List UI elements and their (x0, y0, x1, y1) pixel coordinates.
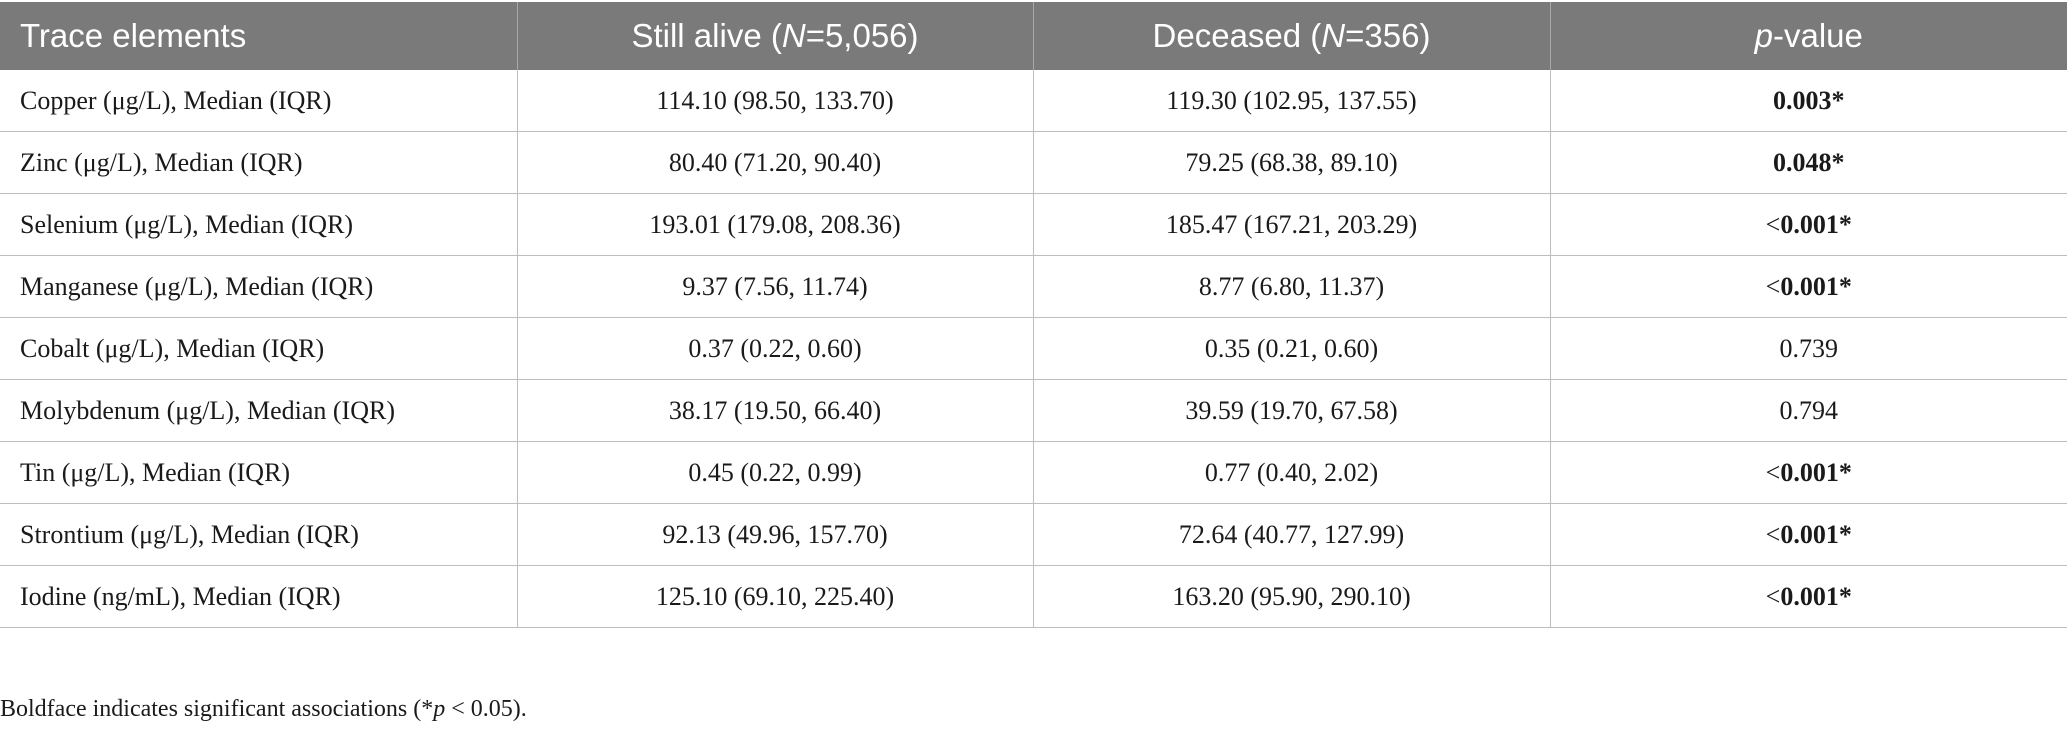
still-alive-cell: 0.37 (0.22, 0.60) (517, 317, 1034, 380)
table-row: Iodine (ng/mL), Median (IQR) 125.10 (69.… (0, 565, 2067, 628)
table-row: Selenium (μg/L), Median (IQR) 193.01 (17… (0, 193, 2067, 256)
deceased-cell: 163.20 (95.90, 290.10) (1033, 565, 1551, 628)
table-row: Cobalt (μg/L), Median (IQR) 0.37 (0.22, … (0, 317, 2067, 380)
p-value-cell: 0.794 (1550, 379, 2067, 442)
element-cell: Tin (μg/L), Median (IQR) (0, 441, 518, 504)
still-alive-cell: 9.37 (7.56, 11.74) (517, 255, 1034, 318)
p-value-cell: <0.001* (1550, 503, 2067, 566)
element-cell: Copper (μg/L), Median (IQR) (0, 70, 518, 132)
table-row: Zinc (μg/L), Median (IQR) 80.40 (71.20, … (0, 131, 2067, 194)
header-p-value: p-value (1550, 2, 2067, 70)
deceased-cell: 185.47 (167.21, 203.29) (1033, 193, 1551, 256)
p-value-cell: <0.001* (1550, 565, 2067, 628)
still-alive-cell: 125.10 (69.10, 225.40) (517, 565, 1034, 628)
p-value-cell: <0.001* (1550, 255, 2067, 318)
still-alive-cell: 80.40 (71.20, 90.40) (517, 131, 1034, 194)
element-cell: Iodine (ng/mL), Median (IQR) (0, 565, 518, 628)
still-alive-cell: 193.01 (179.08, 208.36) (517, 193, 1034, 256)
header-deceased: Deceased (N=356) (1033, 2, 1551, 70)
header-trace-elements: Trace elements (0, 2, 518, 70)
element-cell: Zinc (μg/L), Median (IQR) (0, 131, 518, 194)
deceased-cell: 0.35 (0.21, 0.60) (1033, 317, 1551, 380)
element-cell: Cobalt (μg/L), Median (IQR) (0, 317, 518, 380)
p-value-cell: 0.739 (1550, 317, 2067, 380)
deceased-cell: 0.77 (0.40, 2.02) (1033, 441, 1551, 504)
p-value-cell: <0.001* (1550, 441, 2067, 504)
table-row: Strontium (μg/L), Median (IQR) 92.13 (49… (0, 503, 2067, 566)
still-alive-cell: 0.45 (0.22, 0.99) (517, 441, 1034, 504)
p-value-cell: 0.048* (1550, 131, 2067, 194)
element-cell: Strontium (μg/L), Median (IQR) (0, 503, 518, 566)
table-row: Molybdenum (μg/L), Median (IQR) 38.17 (1… (0, 379, 2067, 442)
table-footnote: Boldface indicates significant associati… (0, 696, 527, 722)
deceased-cell: 8.77 (6.80, 11.37) (1033, 255, 1551, 318)
results-table: Trace elements Still alive (N=5,056) Dec… (0, 2, 2067, 628)
deceased-cell: 119.30 (102.95, 137.55) (1033, 70, 1551, 132)
p-value-cell: <0.001* (1550, 193, 2067, 256)
table-row: Tin (μg/L), Median (IQR) 0.45 (0.22, 0.9… (0, 441, 2067, 504)
still-alive-cell: 92.13 (49.96, 157.70) (517, 503, 1034, 566)
header-row: Trace elements Still alive (N=5,056) Dec… (0, 2, 2067, 70)
element-cell: Selenium (μg/L), Median (IQR) (0, 193, 518, 256)
deceased-cell: 39.59 (19.70, 67.58) (1033, 379, 1551, 442)
element-cell: Manganese (μg/L), Median (IQR) (0, 255, 518, 318)
deceased-cell: 72.64 (40.77, 127.99) (1033, 503, 1551, 566)
header-still-alive: Still alive (N=5,056) (517, 2, 1034, 70)
table-row: Manganese (μg/L), Median (IQR) 9.37 (7.5… (0, 255, 2067, 318)
table-row: Copper (μg/L), Median (IQR) 114.10 (98.5… (0, 70, 2067, 132)
still-alive-cell: 114.10 (98.50, 133.70) (517, 70, 1034, 132)
p-value-cell: 0.003* (1550, 70, 2067, 132)
element-cell: Molybdenum (μg/L), Median (IQR) (0, 379, 518, 442)
deceased-cell: 79.25 (68.38, 89.10) (1033, 131, 1551, 194)
still-alive-cell: 38.17 (19.50, 66.40) (517, 379, 1034, 442)
